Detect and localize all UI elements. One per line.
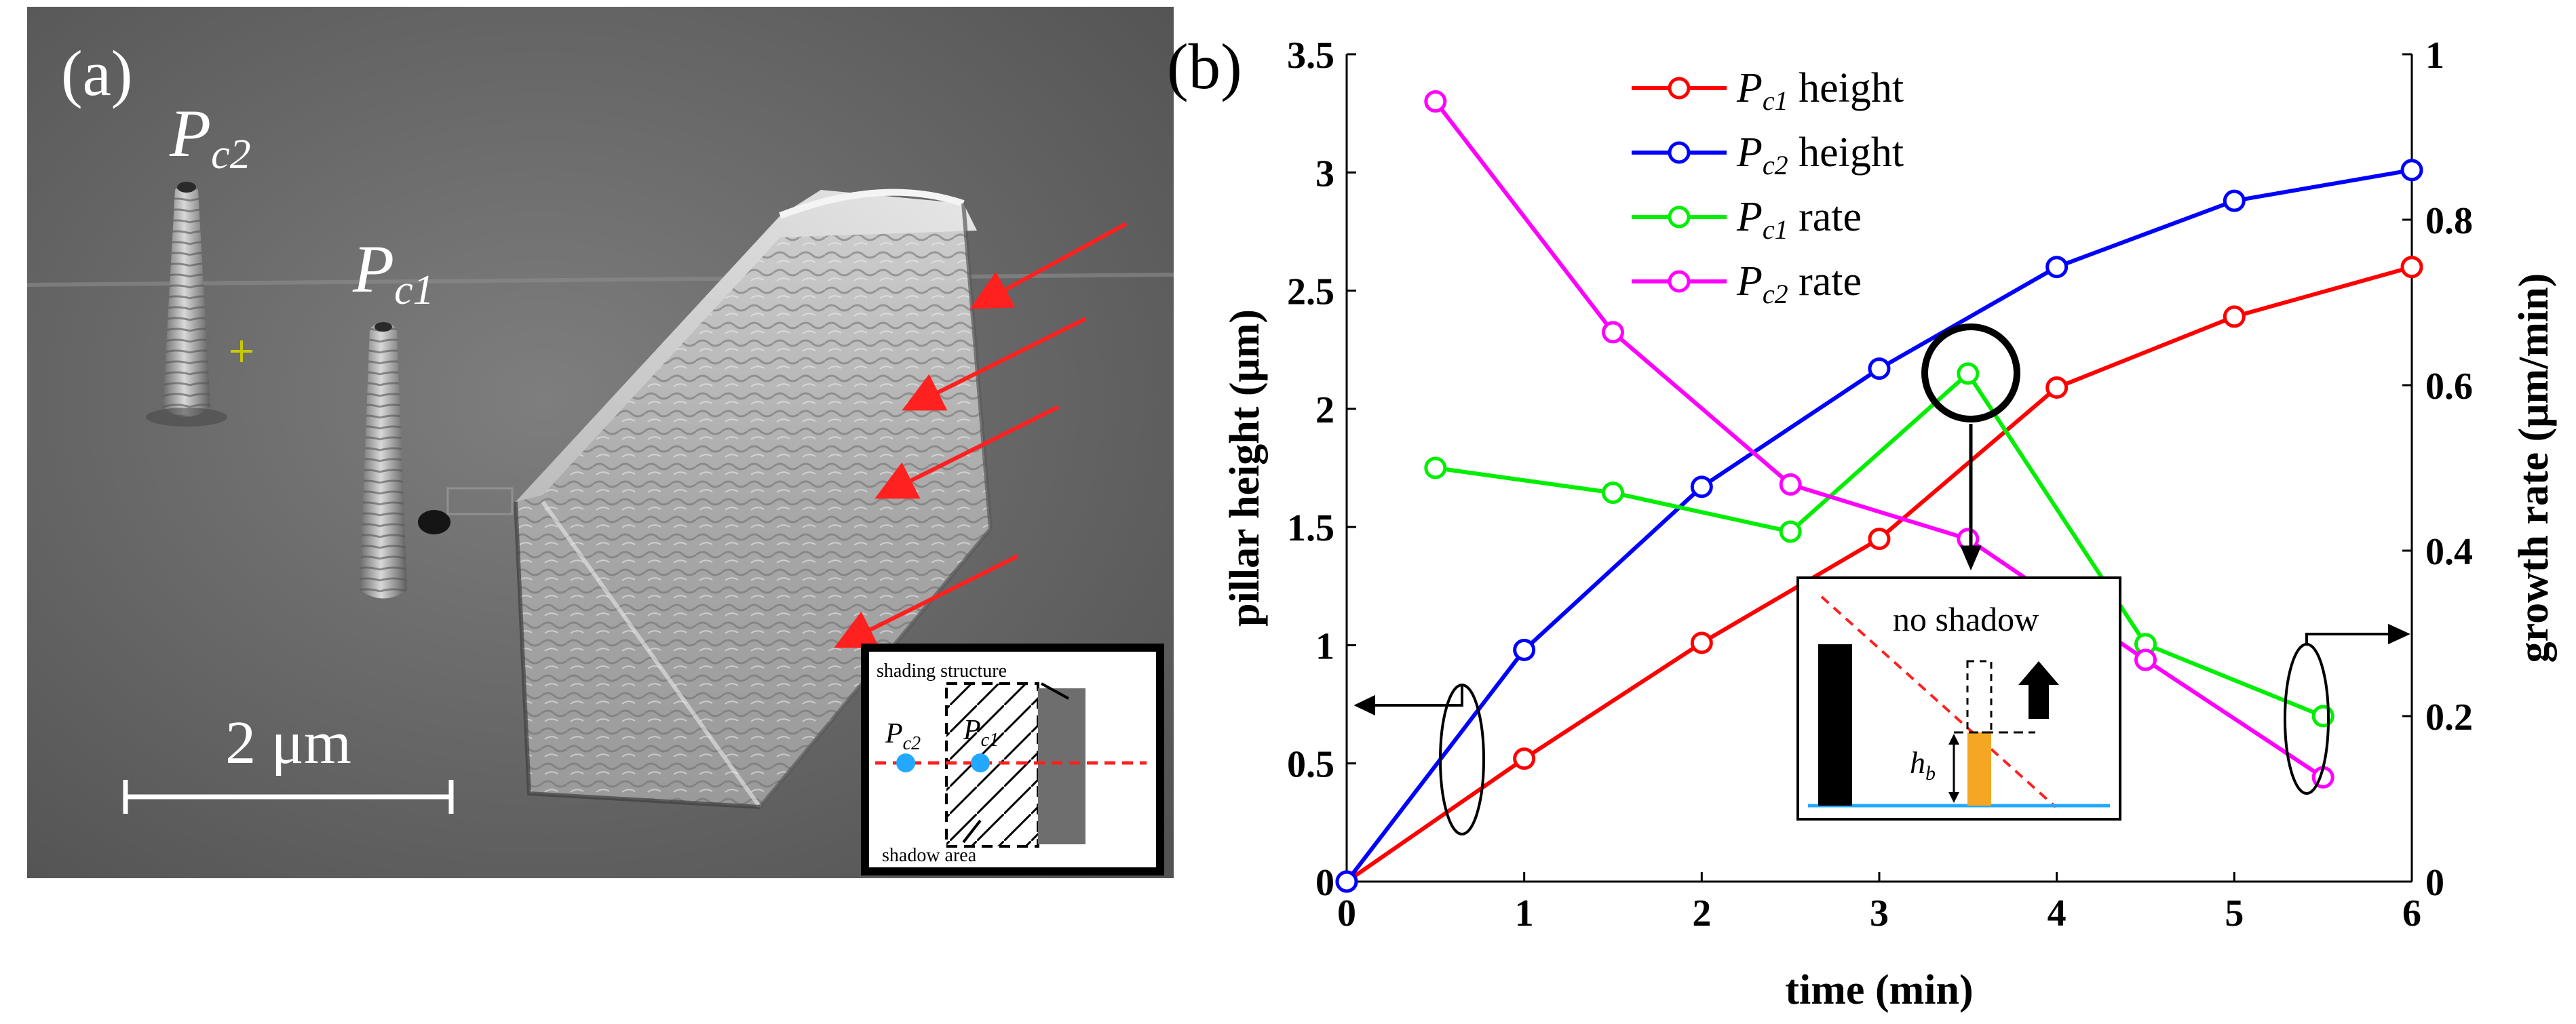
data-point-pc2-height xyxy=(1335,870,1358,893)
legend-marker-pc2-height xyxy=(1668,141,1691,164)
x-tick-label: 1 xyxy=(1515,892,1534,934)
y-right-tick-label: 0 xyxy=(2425,862,2444,904)
data-point-pc1-height xyxy=(1690,631,1713,654)
inset-pc2-label: Pc2 xyxy=(885,718,921,754)
data-point-pc1-height xyxy=(2400,256,2423,279)
red-arrow xyxy=(834,554,1019,648)
legend-label-pc1-height: Pc1 height xyxy=(1736,65,1904,116)
pillar-c1-label: Pc1 xyxy=(352,231,434,313)
scale-bar-label: 2 μm xyxy=(225,709,351,776)
y-tick-label: 1 xyxy=(1315,625,1334,667)
data-point-pc2-height xyxy=(1513,638,1536,661)
shading-bar xyxy=(1818,644,1852,806)
left-axis-indicator xyxy=(1353,684,1485,835)
y-right-axis-title: growth rate (μm/min) xyxy=(2511,273,2557,663)
data-point-pc1-rate xyxy=(1602,481,1624,505)
x-tick-label: 6 xyxy=(2402,892,2421,934)
y-right-tick-label: 1 xyxy=(2425,35,2444,77)
y-tick-label: 1.5 xyxy=(1287,507,1334,549)
hb-label: hb xyxy=(1910,745,1936,785)
x-tick-label: 5 xyxy=(2225,892,2244,934)
data-point-pc1-rate xyxy=(1779,520,1802,543)
y-right-tick-label: 0.6 xyxy=(2425,366,2473,408)
data-point-pc1-rate xyxy=(1957,362,1980,385)
schematic-inset-b: no shadow hb xyxy=(1796,576,2121,821)
data-point-pc2-height xyxy=(2400,159,2423,182)
x-axis-title: time (min) xyxy=(1785,967,1973,1013)
y-tick-label: 2.5 xyxy=(1287,271,1334,313)
data-point-pc2-rate xyxy=(1602,321,1624,344)
y-tick-label: 2 xyxy=(1315,389,1334,431)
data-point-pc2-height xyxy=(1868,357,1891,380)
data-point-pc1-height xyxy=(2045,376,2069,399)
data-point-pc2-height xyxy=(1690,475,1713,498)
y-tick-label: 0 xyxy=(1315,862,1334,904)
scale-bar: 2 μm xyxy=(123,709,454,814)
legend-label-pc2-height: Pc2 height xyxy=(1736,130,1904,180)
y-tick-label: 0.5 xyxy=(1287,744,1334,786)
x-tick-label: 2 xyxy=(1692,892,1711,934)
no-shadow-label: no shadow xyxy=(1893,600,2039,638)
pillar-c1 xyxy=(360,322,514,599)
x-tick-label: 3 xyxy=(1870,892,1889,934)
pillar-bar xyxy=(1967,732,1991,806)
right-axis-indicator xyxy=(2284,623,2410,795)
data-point-pc1-height xyxy=(2223,305,2246,328)
data-point-pc2-rate xyxy=(2134,648,2157,671)
series-line-pc1-rate xyxy=(1435,370,2324,718)
data-point-pc2-rate xyxy=(1779,473,1802,496)
inset-shadow-area-label: shadow area xyxy=(882,845,977,866)
y-tick-label: 3.5 xyxy=(1287,35,1334,77)
legend-marker-pc1-rate xyxy=(1668,205,1691,229)
x-tick-label: 4 xyxy=(2048,892,2066,934)
sem-image: (a) Pc2 Pc1 2 μm shading structure shado… xyxy=(26,7,1174,878)
inset-pc1-label: Pc1 xyxy=(963,715,999,751)
pillar-c2 xyxy=(146,182,227,427)
y-tick-label: 3 xyxy=(1315,153,1334,195)
pit-hole xyxy=(418,510,450,534)
red-arrow xyxy=(874,405,1060,499)
series-line-pc2-rate xyxy=(1434,100,2324,779)
data-point-pc1-height xyxy=(1513,747,1536,770)
legend-marker-pc1-height xyxy=(1668,77,1691,100)
data-point-pc1-height xyxy=(1868,528,1891,551)
data-point-pc2-height xyxy=(2223,189,2246,212)
y-axis-title: pillar height (μm) xyxy=(1222,309,1268,627)
y-right-tick-label: 0.2 xyxy=(2425,696,2473,739)
legend-marker-pc2-rate xyxy=(1668,270,1691,293)
cursor-mark xyxy=(231,340,252,362)
red-arrow xyxy=(902,317,1087,411)
pc1-dot xyxy=(971,753,990,772)
pc2-dot xyxy=(896,753,915,772)
shading-structure-block xyxy=(1038,688,1085,844)
data-point-pc2-height xyxy=(2045,256,2069,279)
red-arrows xyxy=(834,222,1128,648)
panel-a-label: (a) xyxy=(61,37,132,109)
panel-b-label: (b) xyxy=(1167,31,1242,102)
y-right-tick-label: 0.8 xyxy=(2425,200,2473,242)
x-tick-label: 0 xyxy=(1337,892,1356,934)
schematic-inset-a: shading structure shadow area Pc2 Pc1 xyxy=(861,644,1164,875)
pillar-c2-label: Pc2 xyxy=(169,96,251,178)
data-point-pc2-rate xyxy=(1424,90,1447,113)
up-arrow-icon xyxy=(2018,661,2059,719)
y-right-tick-label: 0.4 xyxy=(2425,531,2473,573)
data-point-pc1-rate xyxy=(1424,456,1447,479)
inset-shading-structure-label: shading structure xyxy=(877,661,1007,682)
highlight-marker xyxy=(1921,323,2020,571)
legend: Pc1 height Pc2 height Pc1 rate Pc2 rate xyxy=(1632,65,1904,309)
legend-label-pc2-rate: Pc2 rate xyxy=(1736,258,1862,309)
chart-b: 0 1 2 3 4 5 600.511.522.533.500.20.40.60.81 ti… xyxy=(1222,35,2557,1013)
red-arrow xyxy=(969,222,1128,309)
legend-label-pc1-rate: Pc1 rate xyxy=(1736,194,1862,245)
